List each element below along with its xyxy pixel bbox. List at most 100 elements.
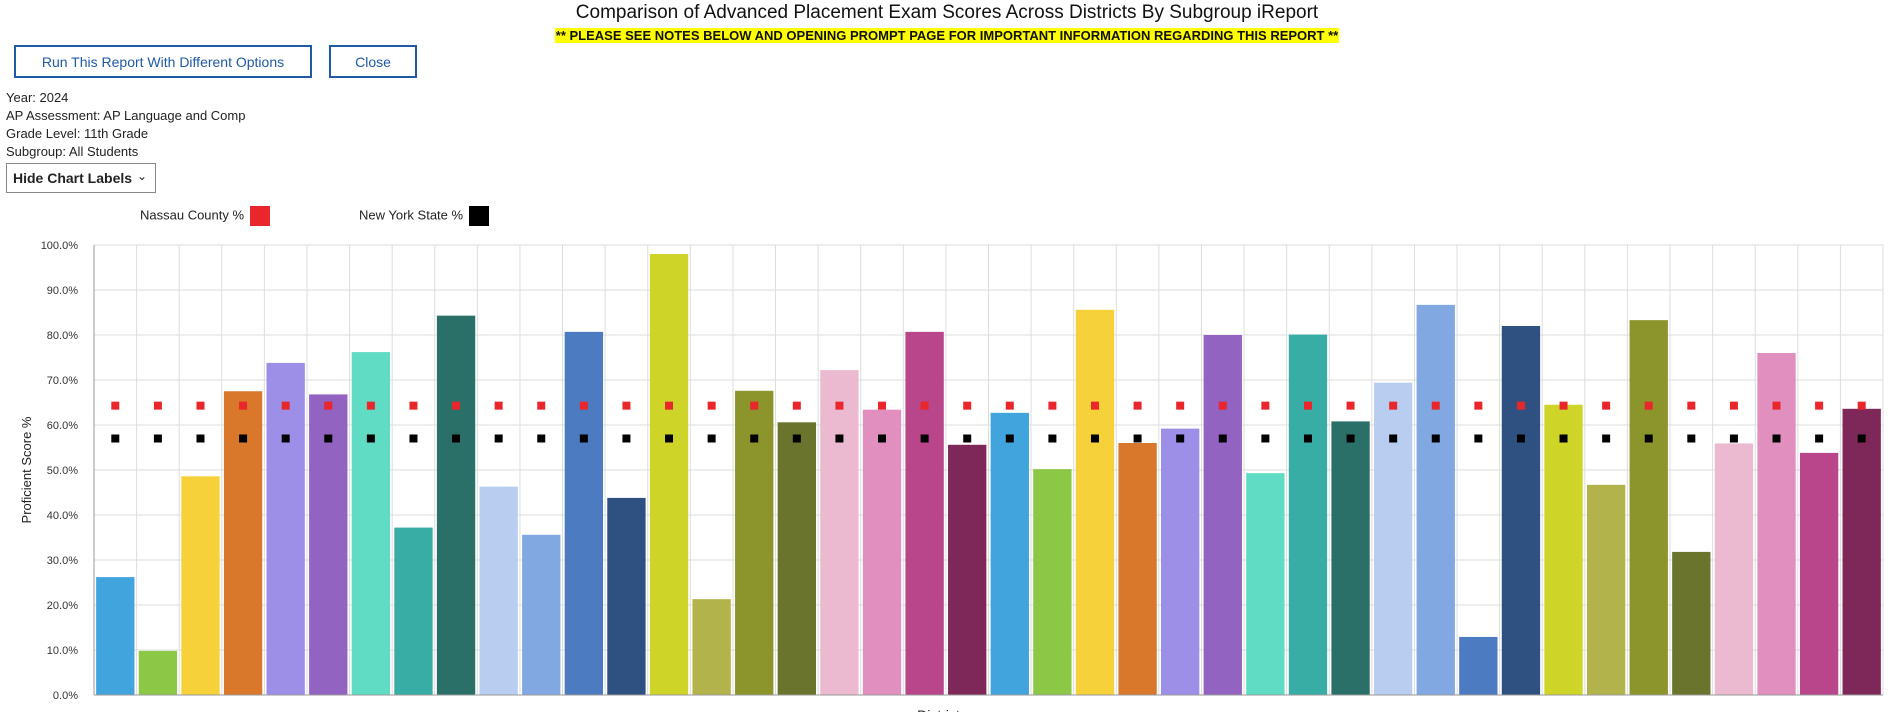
bar — [1288, 334, 1328, 695]
nassau-marker — [153, 401, 162, 410]
nys-marker — [750, 434, 759, 443]
legend-nys-label: New York State % — [359, 207, 464, 223]
nassau-marker — [281, 401, 290, 410]
nys-marker — [1474, 434, 1483, 443]
nys-marker — [1261, 434, 1270, 443]
nys-marker — [366, 434, 375, 443]
nys-marker — [1048, 434, 1057, 443]
grade-filter: Grade Level: 11th Grade — [6, 126, 149, 141]
nassau-marker — [750, 401, 759, 410]
nassau-marker — [409, 401, 418, 410]
nassau-marker — [792, 401, 801, 410]
nassau-marker — [452, 401, 461, 410]
bar — [990, 412, 1029, 695]
nys-marker — [452, 434, 461, 443]
nys-marker — [1346, 434, 1355, 443]
run-report-button[interactable]: Run This Report With Different Options — [14, 45, 312, 78]
bar — [564, 331, 604, 695]
y-tick-label: 100.0% — [41, 240, 79, 252]
nys-marker — [1516, 434, 1525, 443]
note-highlight: ** PLEASE SEE NOTES BELOW AND OPENING PR… — [554, 28, 1340, 43]
nys-marker — [792, 434, 801, 443]
bar — [181, 476, 220, 695]
chart-labels-dropdown[interactable]: Hide Chart Labels ⌄ — [6, 163, 156, 193]
bar — [1544, 404, 1583, 695]
nys-marker — [1389, 434, 1398, 443]
nassau-marker — [920, 401, 929, 410]
bar — [1331, 421, 1370, 695]
nys-marker — [1644, 434, 1653, 443]
bar — [1799, 452, 1839, 695]
bar — [649, 254, 689, 695]
y-tick-label: 80.0% — [47, 330, 78, 342]
legend-nys: New York State % — [359, 206, 490, 226]
nys-marker — [1176, 434, 1185, 443]
nassau-marker — [707, 401, 716, 410]
report-title: Comparison of Advanced Placement Exam Sc… — [575, 2, 1319, 23]
dropdown-label: Hide Chart Labels — [13, 170, 133, 186]
nys-marker — [1772, 434, 1781, 443]
bar — [1501, 326, 1541, 695]
bar — [1757, 353, 1796, 695]
bar — [138, 650, 178, 695]
nassau-marker — [1389, 401, 1398, 410]
nassau-marker — [1857, 401, 1866, 410]
bar — [820, 370, 859, 695]
close-button[interactable]: Close — [329, 45, 417, 78]
nys-marker — [835, 434, 844, 443]
bar — [394, 527, 433, 695]
nys-marker — [665, 434, 674, 443]
nys-marker — [1602, 434, 1611, 443]
bar — [1672, 551, 1711, 695]
bar-chart: 0.0% 10.0% 20.0% 30.0% 40.0% 50.0% 60.0% 70.0% 8… — [19, 240, 1884, 712]
y-tick-label: 30.0% — [47, 555, 78, 567]
bar — [1416, 304, 1455, 695]
nys-marker — [1218, 434, 1227, 443]
nassau-marker — [1772, 401, 1781, 410]
nassau-marker — [1815, 401, 1824, 410]
nassau-marker — [1133, 401, 1142, 410]
nassau-marker — [1005, 401, 1014, 410]
nassau-marker — [665, 401, 674, 410]
bar — [436, 315, 476, 695]
bar — [1373, 382, 1413, 695]
legend-nys-swatch — [469, 206, 490, 226]
nassau-marker — [1048, 401, 1057, 410]
nassau-marker — [196, 401, 205, 410]
bar — [1586, 484, 1626, 695]
nys-marker — [111, 434, 120, 443]
bar — [522, 534, 561, 695]
year-filter: Year: 2024 — [6, 90, 69, 105]
bar — [1629, 320, 1668, 695]
nassau-marker — [963, 401, 972, 410]
nys-marker — [537, 434, 546, 443]
nassau-marker — [878, 401, 887, 410]
nassau-marker — [1729, 401, 1738, 410]
bar — [1246, 473, 1285, 695]
nassau-marker — [835, 401, 844, 410]
nassau-marker — [239, 401, 248, 410]
nassau-marker — [537, 401, 546, 410]
nys-marker — [1729, 434, 1738, 443]
nassau-marker — [1176, 401, 1185, 410]
nys-marker — [281, 434, 290, 443]
nys-marker — [196, 434, 205, 443]
nys-marker — [1857, 434, 1866, 443]
bar — [1118, 443, 1157, 695]
nassau-marker — [579, 401, 588, 410]
bar — [862, 409, 902, 695]
nassau-marker — [1602, 401, 1611, 410]
bar — [607, 497, 646, 695]
nassau-marker — [1090, 401, 1099, 410]
legend-nassau: Nassau County % — [140, 206, 271, 226]
bar — [266, 362, 305, 695]
legend-nassau-label: Nassau County % — [140, 207, 245, 223]
bar — [1033, 469, 1072, 695]
legend-nassau-swatch — [250, 206, 271, 226]
nys-marker — [1090, 434, 1099, 443]
nassau-marker — [1261, 401, 1270, 410]
nys-marker — [1815, 434, 1824, 443]
nys-marker — [1303, 434, 1312, 443]
nys-marker — [963, 434, 972, 443]
bar — [309, 394, 348, 695]
